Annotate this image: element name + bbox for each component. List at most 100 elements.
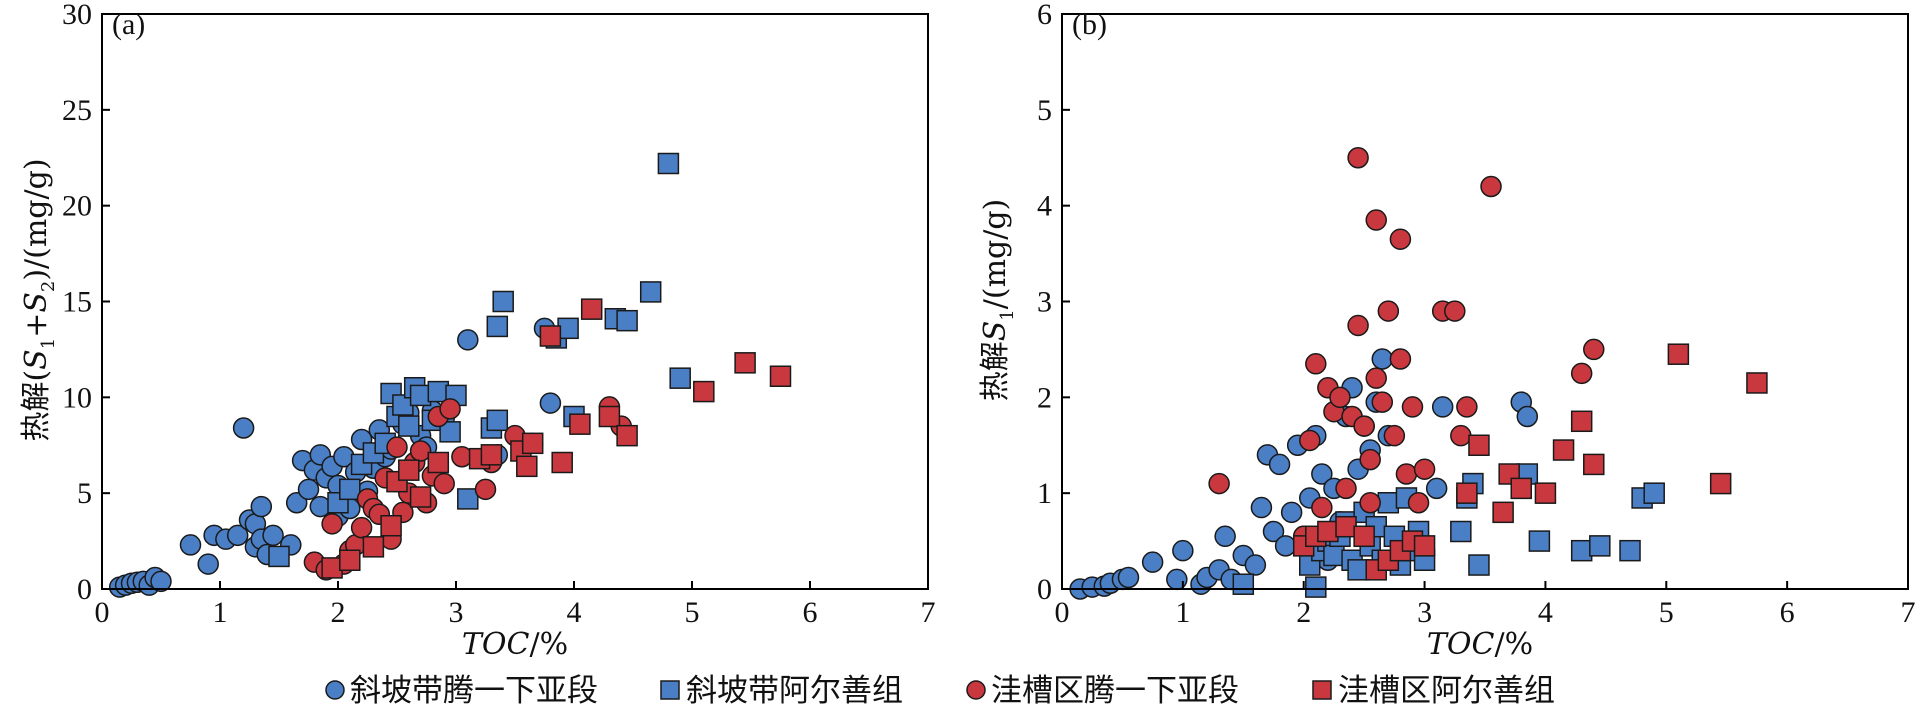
panel-a-slope-circle-point	[197, 553, 219, 575]
panel-a-y-tick-label: 20	[62, 190, 92, 223]
panel-a-slope-circle-point	[232, 417, 255, 439]
legend-label: 洼槽区阿尔善组	[1338, 673, 1555, 709]
panel-a-slope-square-point	[486, 315, 509, 338]
panel-b-y-tick-label: 1	[1037, 477, 1052, 510]
panel-b-trough-circle-point	[1407, 492, 1430, 514]
panel-b-trough-circle-point	[1365, 367, 1387, 389]
legend-item-trough-tengyi: 洼槽区腾一下亚段	[966, 673, 1239, 709]
panel-a-slope-square-point	[486, 409, 509, 432]
panel-b-slope-circle-point	[1250, 496, 1273, 519]
panel-b-trough-square-point	[1570, 410, 1593, 433]
panel-a-trough-square-point	[427, 451, 450, 474]
panel-b-x-tick-label: 5	[1659, 596, 1674, 629]
panel-a-x-tick-label: 2	[331, 596, 346, 629]
panel-a-trough-circle-point	[439, 398, 461, 420]
panel-a-slope-square-point	[268, 545, 290, 568]
panel-a-y-tick-label: 15	[62, 286, 92, 319]
panel-b-trough-square-point	[1746, 372, 1768, 394]
panel-b-trough-circle-point	[1329, 386, 1351, 409]
panel-b-trough-circle-point	[1377, 300, 1400, 322]
panel-b-x-tick-label: 2	[1296, 596, 1311, 629]
panel-b-y-tick-label: 4	[1037, 190, 1052, 223]
panel-a-trough-square-point	[598, 405, 621, 428]
panel-a-trough-square-point	[539, 325, 562, 347]
panel-b-slope-square-point	[1589, 535, 1611, 557]
panel-a-trough-square-point	[580, 298, 603, 320]
panel-a-x-tick-label: 3	[449, 596, 464, 629]
panel-a-slope-square-point	[669, 367, 691, 389]
panel-b-trough-circle-point	[1383, 424, 1406, 447]
panel-b-slope-circle-point	[1244, 554, 1267, 576]
panel-a-trough-circle-point	[474, 478, 497, 501]
panel-b-x-tick-label: 6	[1780, 596, 1795, 629]
panel-b-slope-square-point	[1347, 559, 1369, 581]
panel-a-y-tick-label: 0	[77, 573, 92, 606]
panel-a-y-tick-label: 5	[77, 477, 92, 510]
panel-b-slope-square-point	[1323, 544, 1345, 567]
panel-a-slope-square-point	[616, 309, 638, 332]
panel-b-trough-circle-point	[1450, 424, 1472, 447]
panel-b-slope-circle-point	[1274, 535, 1297, 557]
panel-a-trough-circle-point	[409, 440, 432, 462]
panel-b-trough-circle-point	[1401, 396, 1424, 418]
panel-a-slope-square-point	[439, 421, 461, 443]
panel-a-trough-square-point	[569, 413, 591, 435]
panel-a-slope-square-point	[657, 152, 680, 175]
panel-b-slope-circle-point	[1117, 566, 1140, 589]
legend-item-trough-aershan: 洼槽区阿尔善组	[1312, 673, 1555, 709]
panel-a-trough-square-point	[362, 536, 385, 558]
panel-b-plot-frame	[1061, 13, 1909, 590]
legend-label: 斜坡带阿尔善组	[686, 673, 903, 709]
panel-b-x-tick-label: 7	[1901, 596, 1916, 629]
panel-a-y-tick-label: 10	[62, 381, 92, 414]
panel-b-trough-square-point	[1492, 501, 1514, 524]
panel-a-slope-square-point	[639, 281, 662, 303]
panel-a-points	[108, 152, 792, 598]
panel-b-slope-circle-point	[1172, 539, 1194, 562]
panel-a-x-tick-label: 0	[95, 596, 110, 629]
panel-a-label: (a)	[112, 8, 145, 41]
panel-b-trough-square-point	[1510, 477, 1533, 500]
chart-legend: 斜坡带腾一下亚段 斜坡带阿尔善组 洼槽区腾一下亚段 洼槽区阿尔善组	[325, 673, 1555, 709]
panel-a-trough-square-point	[734, 352, 756, 374]
panel-b-y-tick-label: 2	[1037, 381, 1052, 414]
panel-b-slope-square-point	[1643, 482, 1665, 504]
panel-b-trough-square-point	[1552, 439, 1575, 461]
panel-b-trough-square-point	[1583, 453, 1605, 476]
panel-b-trough-circle-point	[1371, 391, 1394, 413]
panel-a-x-tick-label: 1	[213, 596, 228, 629]
panel-a-slope-circle-point	[262, 524, 284, 547]
panel-b-trough-circle-point	[1208, 472, 1230, 495]
panel-a-slope-circle-point	[179, 534, 202, 556]
panel-a-x-axis-title: TOC/%	[462, 627, 568, 662]
panel-a-slope-circle-point	[539, 392, 562, 414]
panel-b-trough-circle-point	[1311, 496, 1333, 519]
panel-b-x-axis-title: TOC/%	[1427, 627, 1533, 662]
panel-b-trough-square-point	[1353, 525, 1375, 548]
panel-b-trough-square-point	[1413, 535, 1436, 557]
panel-b-slope-square-point	[1450, 520, 1472, 543]
panel-b-trough-circle-point	[1583, 338, 1605, 361]
panel-b-slope-square-point	[1232, 573, 1255, 595]
panel-b-slope-circle-point	[1262, 520, 1285, 543]
panel-a-trough-square-point	[480, 444, 503, 466]
panel-a-trough-square-point	[339, 549, 361, 571]
panel-b-y-tick-label: 0	[1037, 573, 1052, 606]
panel-b-y-tick-label: 5	[1037, 94, 1052, 127]
panel-a-plot-frame	[101, 13, 929, 590]
panel-a-slope-square-point	[492, 290, 514, 313]
panel-b-points	[1069, 147, 1768, 600]
panel-b-y-tick-label: 3	[1037, 286, 1052, 319]
panel-b-trough-square-point	[1335, 515, 1357, 538]
panel-b-trough-circle-point	[1480, 175, 1502, 198]
panel-a-trough-square-point	[398, 459, 420, 481]
panel-b-slope-circle-point	[1371, 348, 1394, 370]
panel-a-trough-square-point	[380, 515, 402, 537]
panel-b-trough-circle-point	[1347, 314, 1369, 337]
panel-b-slope-circle-point	[1268, 453, 1291, 476]
panel-b-y-tick-label: 6	[1037, 0, 1052, 31]
panel-b-slope-square-point	[1528, 530, 1551, 552]
panel-a-slope-square-point	[398, 415, 420, 437]
panel-a-trough-circle-point	[321, 513, 343, 535]
